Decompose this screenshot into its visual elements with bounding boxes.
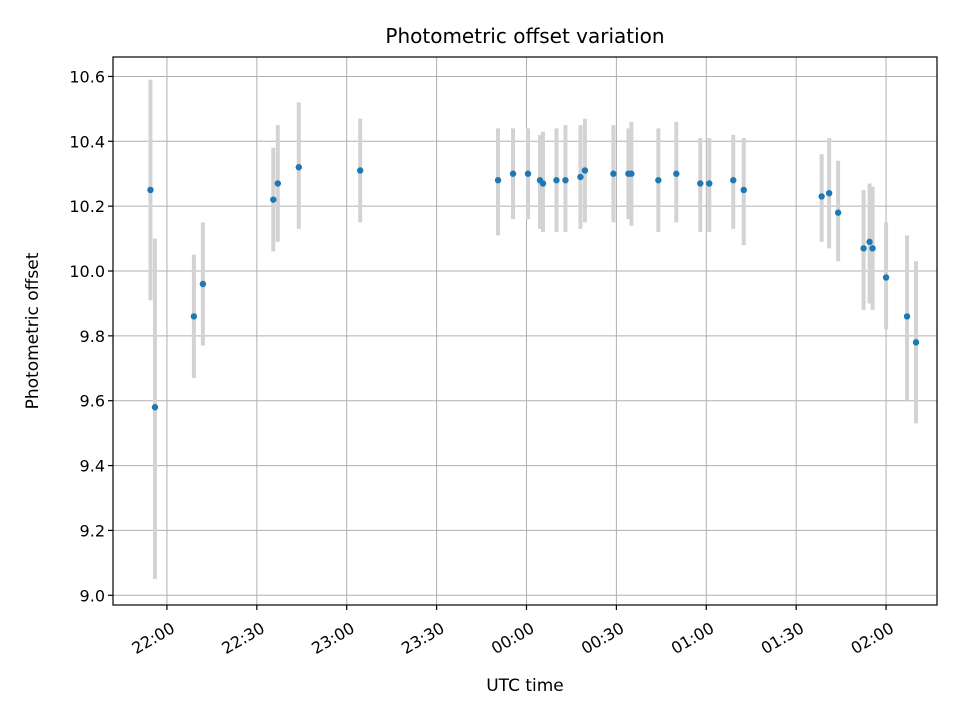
y-axis-ticks: 9.0 9.2 9.4 9.6 9.8 10.0 10.2 10.4 10.6 (69, 67, 113, 605)
plot-frame (112, 56, 938, 606)
data-point (357, 167, 364, 174)
data-point (655, 177, 662, 184)
data-point (147, 186, 154, 194)
y-tick-label: 9.4 (80, 457, 105, 476)
data-point (860, 245, 867, 252)
data-point (730, 177, 737, 184)
y-tick-label: 10.0 (69, 262, 105, 281)
data-point (577, 173, 584, 181)
y-tick-label: 10.4 (69, 132, 105, 151)
y-tick-label: 10.6 (69, 67, 105, 86)
data-point (295, 164, 302, 171)
data-point (524, 170, 532, 177)
data-point (553, 177, 560, 184)
data-point (818, 193, 825, 200)
data-point (274, 180, 281, 187)
data-point (834, 209, 842, 216)
data-point (825, 189, 833, 197)
data-point (509, 170, 517, 177)
data-point (494, 177, 502, 184)
data-point (869, 245, 876, 252)
chart-title: Photometric offset variation (385, 24, 664, 48)
data-point (539, 180, 547, 187)
data-point (628, 170, 635, 177)
data-point (610, 170, 617, 177)
data-point (199, 280, 207, 288)
data-point (866, 238, 873, 246)
data-point (903, 313, 911, 320)
data-point (706, 180, 713, 187)
data-point (151, 404, 159, 411)
data-point (697, 180, 704, 187)
y-tick-label: 9.6 (80, 392, 105, 411)
data-point (740, 186, 747, 194)
data-point (581, 167, 589, 174)
data-point (882, 274, 890, 281)
y-tick-label: 10.2 (69, 197, 105, 216)
data-point (562, 177, 569, 184)
grid-lines (113, 57, 937, 605)
data-point (270, 196, 277, 203)
data-point (190, 313, 198, 320)
y-axis-label: Photometric offset (23, 252, 43, 409)
data-point (912, 339, 920, 346)
data-points (147, 164, 920, 411)
y-tick-label: 9.0 (80, 586, 105, 605)
x-axis-label: UTC time (486, 676, 564, 696)
data-point (673, 170, 680, 177)
y-tick-label: 9.2 (80, 521, 105, 540)
y-tick-label: 9.8 (80, 327, 105, 346)
